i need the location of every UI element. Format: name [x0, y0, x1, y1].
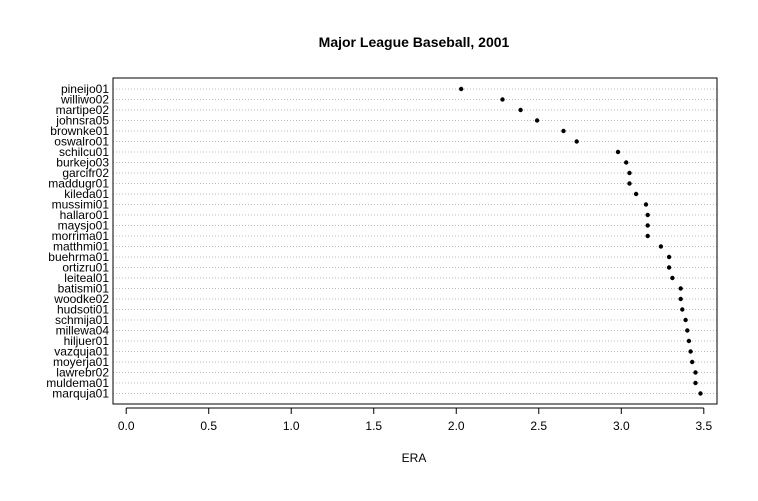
y-tick-label: hiljuer01 — [64, 334, 110, 348]
y-tick-label: schilcu01 — [59, 145, 109, 159]
x-tick-label: 0.0 — [118, 419, 135, 433]
data-point — [561, 128, 566, 134]
y-tick-label: leiteal01 — [64, 271, 109, 285]
data-point — [680, 307, 685, 312]
data-point — [645, 223, 650, 228]
y-tick-label: buehrma01 — [48, 250, 109, 264]
y-tick-label: maysjo01 — [58, 219, 110, 233]
data-point — [574, 139, 579, 144]
y-tick-label: williwo02 — [60, 93, 109, 107]
y-tick-label: schmija01 — [55, 313, 109, 327]
data-point — [693, 370, 698, 375]
x-tick-label: 3.0 — [613, 419, 630, 433]
data-point — [627, 181, 632, 186]
x-tick-label: 0.5 — [200, 419, 217, 433]
y-tick-label: woodke02 — [53, 292, 109, 306]
y-tick-label: hallaro01 — [60, 208, 110, 222]
data-point — [666, 254, 672, 260]
y-tick-label: hudsoti01 — [57, 303, 109, 317]
y-tick-label: morrima01 — [52, 229, 110, 243]
data-point — [643, 202, 649, 207]
y-tick-label: marquja01 — [52, 387, 109, 401]
data-point — [615, 149, 621, 155]
y-tick-label: johnsra05 — [55, 114, 109, 128]
data-point — [686, 338, 692, 344]
data-point — [534, 118, 540, 123]
y-tick-label: millewa04 — [56, 324, 110, 338]
data-point — [624, 160, 629, 165]
y-tick-label: lawrebr02 — [56, 366, 109, 380]
y-tick-labels: pineijo01williwo02martipe02johnsra05brow… — [46, 82, 109, 401]
plot-frame — [112, 77, 718, 405]
y-tick-label: burkejo03 — [56, 156, 109, 170]
data-point — [658, 244, 664, 249]
data-point — [685, 328, 690, 333]
data-point — [627, 170, 632, 176]
x-tick-label: 2.0 — [448, 419, 465, 433]
data-point — [690, 359, 695, 365]
y-tick-label: moyerja01 — [53, 355, 109, 369]
data-point — [645, 233, 650, 239]
y-tick-label: ortizru01 — [62, 261, 109, 275]
y-tick-label: maddugr01 — [48, 177, 109, 191]
data-point — [678, 286, 683, 291]
data-point — [688, 349, 693, 354]
x-axis: 0.0 0.5 1.0 1.5 2.0 2.5 3.0 3.5 — [118, 407, 712, 433]
data-point — [693, 380, 698, 386]
data-point — [670, 275, 675, 281]
chart-title: Major League Baseball, 2001 — [319, 34, 510, 50]
y-tick-label: vazquja01 — [54, 345, 109, 359]
x-tick-label: 2.5 — [530, 419, 547, 433]
y-tick-label: pineijo01 — [61, 82, 109, 96]
y-tick-label: matthmi01 — [53, 240, 109, 254]
y-tick-label: brownke01 — [50, 124, 109, 138]
y-tick-label: martipe02 — [56, 103, 110, 117]
data-point — [698, 391, 703, 396]
y-tick-label: kileda01 — [64, 187, 109, 201]
data-point — [666, 265, 672, 270]
x-tick-label: 3.5 — [695, 419, 712, 433]
x-axis-title: ERA — [402, 451, 427, 465]
y-tick-label: mussimi01 — [52, 198, 110, 212]
data-points — [459, 86, 703, 396]
x-tick-label: 1.5 — [365, 419, 382, 433]
data-point — [633, 191, 639, 197]
y-tick-label: oswalro01 — [54, 135, 109, 149]
data-point — [645, 212, 650, 218]
grid-lines — [113, 88, 717, 394]
data-point — [459, 86, 464, 92]
y-tick-label: garcifr02 — [62, 166, 109, 180]
data-point — [683, 317, 688, 323]
data-point — [678, 296, 683, 302]
y-tick-label: muldema01 — [46, 376, 109, 390]
y-tick-label: batismi01 — [58, 282, 110, 296]
data-point — [500, 97, 505, 102]
data-point — [518, 107, 523, 113]
x-tick-label: 1.0 — [283, 419, 300, 433]
